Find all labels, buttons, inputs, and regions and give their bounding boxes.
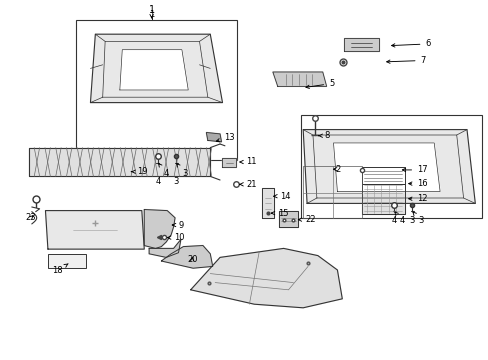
Polygon shape: [333, 143, 439, 192]
Polygon shape: [206, 132, 221, 142]
Text: 3: 3: [412, 212, 423, 225]
Polygon shape: [90, 34, 222, 103]
Bar: [48, 254, 85, 268]
Polygon shape: [272, 72, 326, 86]
Polygon shape: [361, 167, 404, 184]
Text: 17: 17: [402, 165, 427, 174]
Text: 5: 5: [305, 79, 334, 89]
Bar: [76, 20, 237, 160]
Polygon shape: [303, 130, 474, 203]
Text: 14: 14: [273, 192, 290, 201]
Text: 16: 16: [408, 179, 427, 188]
Text: 4: 4: [158, 163, 169, 178]
Text: 8: 8: [318, 131, 329, 140]
Text: 13: 13: [216, 133, 234, 142]
Text: 3: 3: [409, 216, 414, 225]
Bar: [300, 115, 481, 218]
Text: 3: 3: [173, 177, 178, 186]
Polygon shape: [45, 211, 144, 249]
Polygon shape: [222, 158, 236, 167]
Text: 1: 1: [148, 5, 154, 15]
Text: 20: 20: [186, 256, 197, 264]
Text: 4: 4: [394, 212, 405, 225]
Polygon shape: [120, 50, 188, 90]
Text: 18: 18: [52, 264, 68, 275]
Polygon shape: [144, 210, 175, 248]
Text: 2: 2: [333, 165, 340, 174]
Polygon shape: [261, 188, 273, 218]
Text: 1: 1: [149, 10, 154, 19]
Text: 4: 4: [391, 216, 396, 225]
Text: 15: 15: [271, 209, 287, 217]
Polygon shape: [29, 148, 210, 176]
Text: 9: 9: [172, 220, 183, 230]
Text: 22: 22: [298, 215, 315, 224]
Text: 4: 4: [155, 177, 160, 186]
Text: 12: 12: [408, 194, 427, 203]
Polygon shape: [361, 184, 404, 214]
Text: 23: 23: [25, 213, 36, 222]
Polygon shape: [149, 239, 181, 257]
Polygon shape: [190, 248, 342, 308]
Text: 10: 10: [167, 233, 183, 242]
Text: 19: 19: [131, 167, 147, 176]
Polygon shape: [278, 211, 298, 227]
Text: 7: 7: [386, 56, 425, 65]
Text: 3: 3: [176, 163, 187, 178]
Text: 11: 11: [240, 157, 256, 166]
Polygon shape: [161, 246, 212, 268]
Text: 21: 21: [240, 180, 256, 189]
Text: 6: 6: [391, 40, 430, 49]
Polygon shape: [343, 38, 378, 51]
